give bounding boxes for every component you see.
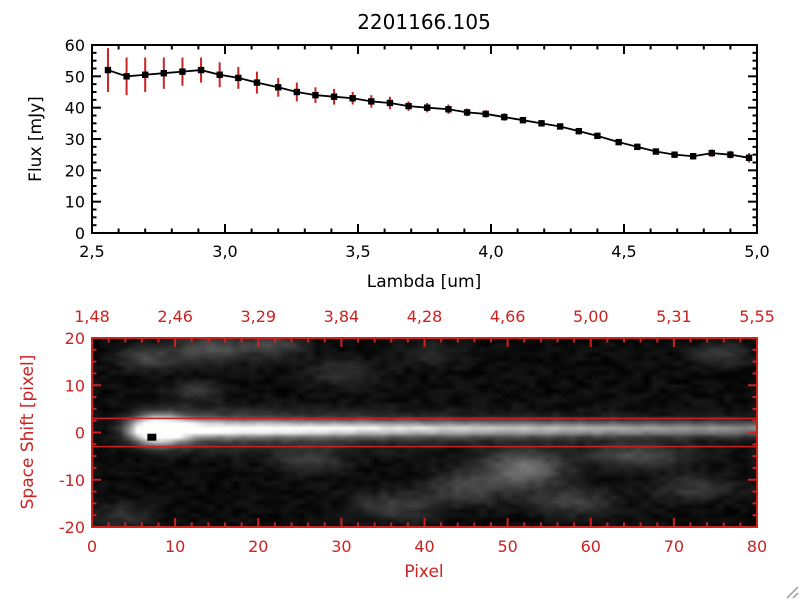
svg-text:0: 0 [87, 537, 97, 556]
spectrum-points [104, 66, 753, 161]
plot-title: 2201166.105 [357, 10, 491, 34]
top-chart-axes [91, 44, 758, 234]
svg-text:20: 20 [65, 161, 85, 180]
svg-text:0: 0 [75, 424, 85, 443]
svg-text:40: 40 [414, 537, 434, 556]
svg-text:60: 60 [65, 36, 85, 55]
pixel-axis-label: Pixel [404, 562, 444, 582]
spectral-image [92, 338, 757, 527]
space-shift-axis-label: Space Shift [pixel] [18, 354, 38, 510]
svg-text:-20: -20 [59, 518, 85, 537]
error-bars [106, 48, 751, 163]
svg-text:1,48: 1,48 [74, 307, 110, 326]
spectrum-line [107, 69, 750, 159]
svg-text:5,31: 5,31 [656, 307, 692, 326]
svg-text:60: 60 [581, 537, 601, 556]
svg-text:20: 20 [65, 329, 85, 348]
svg-text:30: 30 [331, 537, 351, 556]
svg-text:-10: -10 [59, 471, 85, 490]
svg-text:3,29: 3,29 [240, 307, 276, 326]
svg-text:5,0: 5,0 [744, 242, 769, 261]
svg-text:10: 10 [65, 376, 85, 395]
svg-text:5,55: 5,55 [739, 307, 775, 326]
lambda-axis-label: Lambda [um] [366, 272, 482, 292]
svg-text:3,5: 3,5 [345, 242, 370, 261]
svg-text:10: 10 [65, 193, 85, 212]
svg-text:70: 70 [664, 537, 684, 556]
top-chart-tick-labels: 2,5 3,0 3,5 4,0 4,5 5,0 0 10 20 30 40 50 60 [65, 36, 770, 261]
svg-text:2,46: 2,46 [157, 307, 193, 326]
svg-text:0: 0 [75, 224, 85, 243]
svg-text:30: 30 [65, 130, 85, 149]
svg-text:40: 40 [65, 99, 85, 118]
svg-text:4,66: 4,66 [490, 307, 526, 326]
svg-text:4,0: 4,0 [478, 242, 503, 261]
svg-text:10: 10 [165, 537, 185, 556]
svg-text:2,5: 2,5 [79, 242, 104, 261]
svg-text:5,00: 5,00 [573, 307, 609, 326]
svg-text:20: 20 [248, 537, 268, 556]
flux-axis-label: Flux [mJy] [26, 96, 46, 182]
svg-text:3,0: 3,0 [212, 242, 237, 261]
svg-text:50: 50 [65, 67, 85, 86]
svg-text:4,5: 4,5 [611, 242, 636, 261]
svg-text:80: 80 [747, 537, 767, 556]
resize-grip-icon[interactable] [783, 583, 799, 599]
svg-text:4,28: 4,28 [407, 307, 443, 326]
svg-text:3,84: 3,84 [324, 307, 360, 326]
svg-text:50: 50 [497, 537, 517, 556]
